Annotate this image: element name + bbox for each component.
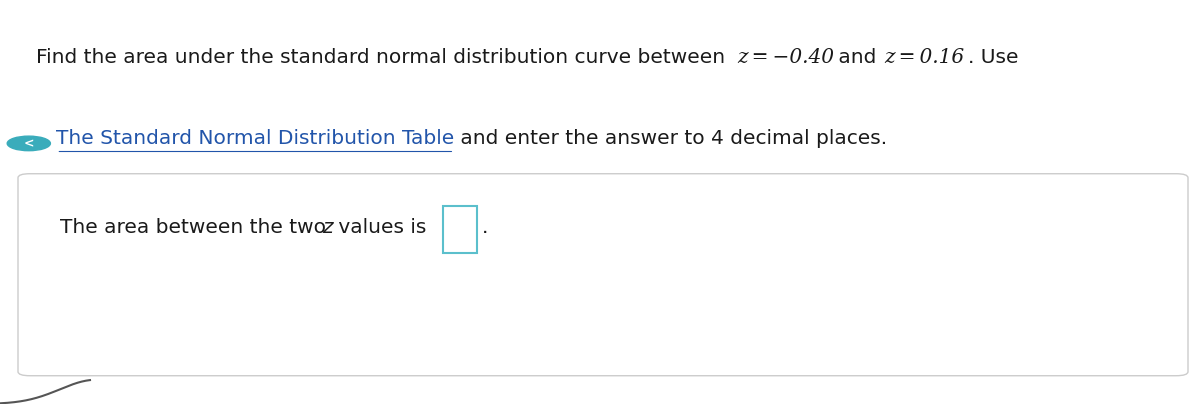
Text: and: and — [832, 48, 883, 67]
FancyBboxPatch shape — [443, 206, 476, 252]
Text: z = −0.40: z = −0.40 — [738, 48, 835, 67]
Text: The area between the two: The area between the two — [60, 218, 332, 237]
Text: .: . — [481, 218, 487, 237]
Text: z: z — [322, 218, 332, 237]
Text: <: < — [24, 137, 34, 150]
Circle shape — [7, 136, 50, 151]
Text: Find the area under the standard normal distribution curve between: Find the area under the standard normal … — [36, 48, 732, 67]
Text: and enter the answer to 4 decimal places.: and enter the answer to 4 decimal places… — [455, 129, 888, 148]
Text: The Standard Normal Distribution Table: The Standard Normal Distribution Table — [56, 129, 455, 148]
Text: values is: values is — [332, 218, 427, 237]
Text: z = 0.16: z = 0.16 — [884, 48, 965, 67]
Text: . Use: . Use — [968, 48, 1019, 67]
FancyBboxPatch shape — [18, 174, 1188, 376]
